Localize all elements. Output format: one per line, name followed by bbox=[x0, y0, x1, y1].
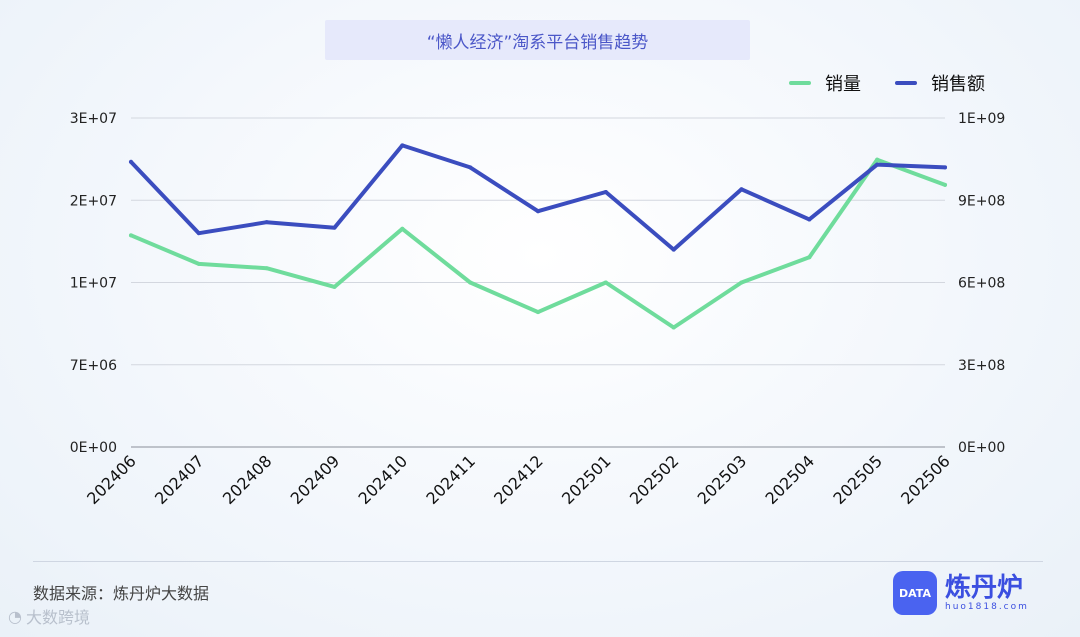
left-tick-label: 3E+07 bbox=[70, 111, 117, 127]
brand-url: huo1818.com bbox=[945, 602, 1029, 612]
data-point bbox=[875, 157, 880, 162]
chart-legend: 销量 销售额 bbox=[789, 70, 985, 96]
legend-item-sales-volume[interactable]: 销量 bbox=[789, 70, 861, 96]
data-point bbox=[943, 165, 947, 170]
x-tick-label: 202409 bbox=[287, 451, 344, 508]
data-point bbox=[739, 187, 744, 192]
data-point bbox=[671, 325, 676, 330]
legend-item-sales-amount[interactable]: 销售额 bbox=[895, 70, 985, 96]
data-point bbox=[468, 280, 473, 285]
data-point bbox=[536, 209, 540, 214]
legend-label-sales-volume: 销量 bbox=[825, 74, 861, 95]
watermark: ◔ 大数跨境 bbox=[8, 604, 90, 628]
data-point bbox=[400, 226, 405, 231]
x-tick-label: 202505 bbox=[829, 451, 886, 508]
chart-title-text: “懒人经济”淘系平台销售趋势 bbox=[426, 32, 649, 53]
right-tick-label: 1E+09 bbox=[958, 111, 1005, 127]
data-point bbox=[536, 310, 540, 315]
x-tick-label: 202408 bbox=[219, 451, 276, 508]
data-source: 数据来源：炼丹炉大数据 bbox=[33, 584, 210, 603]
x-tick-label: 202411 bbox=[422, 451, 479, 508]
data-point bbox=[196, 261, 201, 266]
x-tick-label: 202502 bbox=[626, 451, 683, 508]
x-tick-label: 202506 bbox=[897, 451, 954, 508]
legend-label-sales-amount: 销售额 bbox=[931, 74, 985, 95]
chart-title: “懒人经济”淘系平台销售趋势 bbox=[325, 20, 750, 60]
data-point bbox=[264, 220, 269, 225]
right-tick-label: 3E+08 bbox=[958, 358, 1005, 374]
data-point bbox=[943, 182, 947, 187]
data-point bbox=[332, 284, 337, 289]
data-point bbox=[875, 162, 880, 167]
data-point bbox=[603, 190, 608, 195]
legend-swatch-sales-amount bbox=[895, 81, 917, 85]
data-point bbox=[807, 217, 812, 222]
brand-logo-text: DATA bbox=[899, 586, 931, 600]
data-point bbox=[400, 143, 405, 148]
left-tick-label: 7E+06 bbox=[70, 358, 117, 374]
data-point bbox=[129, 233, 133, 238]
series-lines bbox=[129, 143, 947, 330]
watermark-text: 大数跨境 bbox=[25, 608, 90, 627]
left-tick-label: 1E+07 bbox=[70, 276, 117, 292]
data-point bbox=[739, 280, 744, 285]
x-tick-label: 202412 bbox=[490, 451, 547, 508]
series-line-sales-volume bbox=[129, 157, 947, 330]
right-tick-label: 9E+08 bbox=[958, 193, 1005, 209]
grid-lines bbox=[131, 117, 945, 448]
line-chart: 0E+00 7E+06 1E+07 2E+07 3E+07 0E+00 3E+08 6E+0… bbox=[70, 111, 1006, 508]
data-point bbox=[671, 247, 676, 252]
x-tick-label: 202406 bbox=[83, 451, 140, 508]
data-point bbox=[129, 159, 133, 164]
right-tick-label: 6E+08 bbox=[958, 276, 1005, 292]
brand-cauldron-icon: DATA bbox=[893, 571, 937, 615]
x-tick-label: 202501 bbox=[558, 451, 615, 508]
data-point bbox=[807, 255, 812, 260]
data-point bbox=[264, 266, 269, 271]
left-axis-ticks: 0E+00 7E+06 1E+07 2E+07 3E+07 bbox=[70, 111, 117, 456]
watermark-logo-icon: ◔ bbox=[8, 606, 22, 626]
data-point bbox=[468, 165, 473, 170]
series-line-sales-amount bbox=[129, 143, 947, 252]
data-point bbox=[196, 231, 201, 236]
data-point bbox=[332, 225, 337, 230]
brand-logo-block: DATA 炼丹炉 huo1818.com bbox=[893, 571, 1029, 615]
left-tick-label: 0E+00 bbox=[70, 440, 117, 456]
x-tick-label: 202410 bbox=[355, 451, 412, 508]
data-point bbox=[603, 280, 608, 285]
x-tick-label: 202504 bbox=[762, 451, 819, 508]
right-tick-label: 0E+00 bbox=[958, 440, 1005, 456]
legend-swatch-sales-volume bbox=[789, 81, 811, 85]
brand-name: 炼丹炉 bbox=[945, 573, 1024, 603]
x-axis-ticks: 202406 202407 202408 202409 202410 202411 2024… bbox=[83, 451, 954, 508]
left-tick-label: 2E+07 bbox=[70, 193, 117, 209]
footer-divider bbox=[33, 561, 1043, 562]
x-tick-label: 202503 bbox=[694, 451, 751, 508]
x-tick-label: 202407 bbox=[151, 451, 208, 508]
right-axis-ticks: 0E+00 3E+08 6E+08 9E+08 1E+09 bbox=[958, 111, 1005, 456]
